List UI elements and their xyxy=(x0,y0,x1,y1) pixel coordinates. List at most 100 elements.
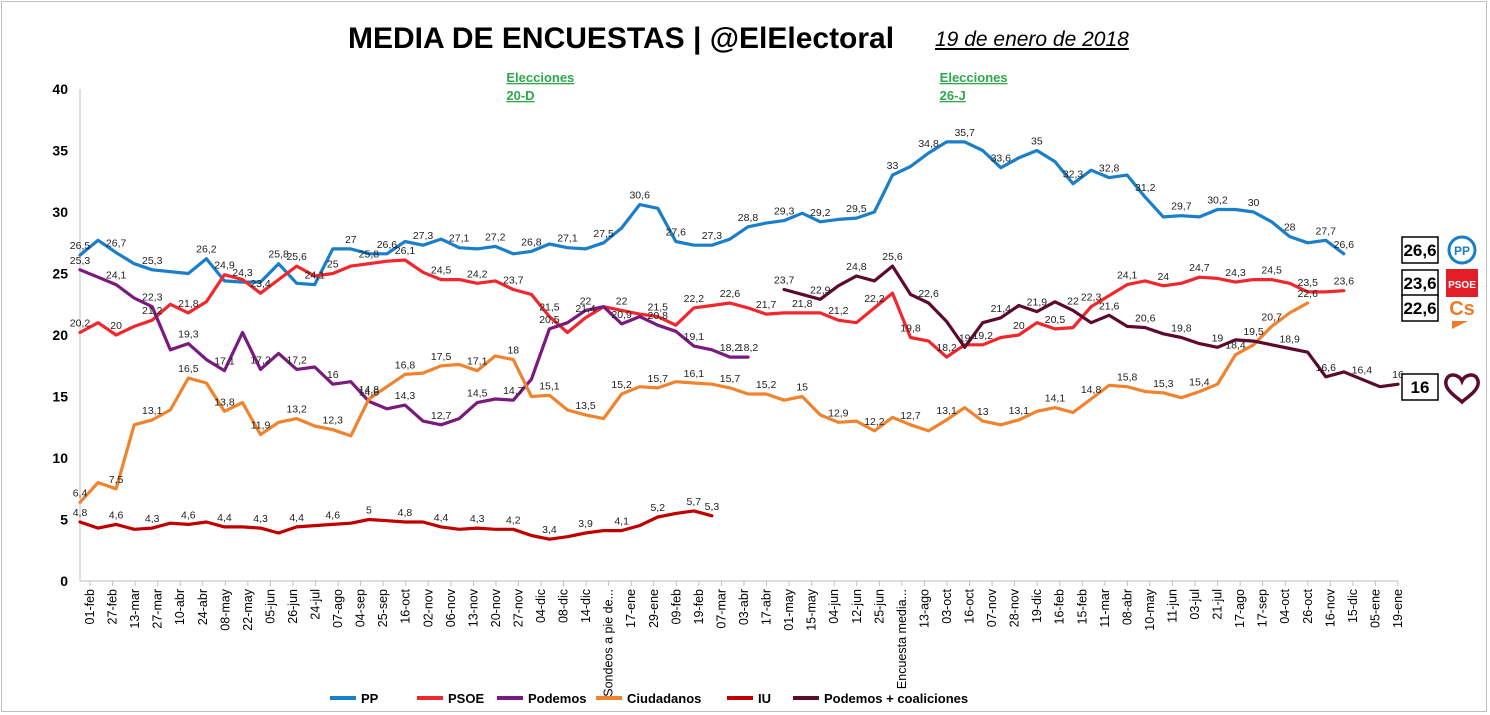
data-label: 18,4 xyxy=(1225,340,1246,352)
data-label: 22,2 xyxy=(864,293,885,305)
data-label: 24,1 xyxy=(1117,270,1138,282)
x-tick-label: 28-nov xyxy=(1008,588,1022,627)
x-tick-label: 08-dic xyxy=(557,589,571,623)
data-label: 5,2 xyxy=(650,502,665,514)
data-label: 27,3 xyxy=(702,230,723,242)
data-label: 25,6 xyxy=(882,251,903,263)
y-tick-label: 10 xyxy=(52,450,68,466)
data-label: 13,1 xyxy=(1009,405,1030,417)
legend-label: Podemos + coaliciones xyxy=(824,691,968,706)
x-tick-label: 11-jun xyxy=(1165,589,1179,623)
data-label: 22 xyxy=(616,295,628,307)
data-label: 23,7 xyxy=(774,274,795,286)
data-label: 19,8 xyxy=(1171,322,1192,334)
data-label: 25,8 xyxy=(268,249,289,261)
data-label: 22,2 xyxy=(684,293,705,305)
data-label: 25,6 xyxy=(286,251,307,263)
x-tick-label: 26-jun xyxy=(286,589,300,624)
x-tick-label: 13-nov xyxy=(466,588,480,627)
end-value-label: 26,6 xyxy=(1403,241,1436,260)
data-label: 7,5 xyxy=(109,474,124,486)
data-label: 11,9 xyxy=(251,420,271,432)
x-tick-label: 17-abr xyxy=(760,589,774,625)
data-label: 34,8 xyxy=(918,138,939,150)
data-label: 17,1 xyxy=(467,356,488,368)
data-label: 20 xyxy=(110,320,122,332)
data-label: 22 xyxy=(1067,295,1079,307)
data-label: 17,1 xyxy=(214,356,235,368)
data-label: 17,2 xyxy=(286,354,307,366)
data-label: 24,7 xyxy=(1189,262,1210,274)
psoe-logo-text: PSOE xyxy=(1448,280,1476,291)
data-label: 4,3 xyxy=(253,513,268,525)
data-label: 22,3 xyxy=(142,292,163,304)
data-label: 15 xyxy=(796,382,808,394)
x-tick-label: 01-may xyxy=(782,588,796,630)
data-label: 12,7 xyxy=(900,410,921,422)
data-label: 32,8 xyxy=(1099,163,1120,175)
data-label: 17,5 xyxy=(431,351,452,363)
pp-logo-text: PP xyxy=(1454,244,1470,258)
data-label: 4,4 xyxy=(217,512,232,524)
x-tick-label: 20-nov xyxy=(489,588,503,627)
data-label: 23,4 xyxy=(250,278,271,290)
x-tick-label: 17-ene xyxy=(624,589,638,628)
end-value-box xyxy=(1401,373,1439,401)
legend: PP PSOE Podemos Ciudadanos IU Podemos + coali… xyxy=(330,691,968,706)
x-tick-label: 05-ene xyxy=(1368,589,1382,628)
y-tick-label: 35 xyxy=(52,143,68,159)
data-label: 14,5 xyxy=(467,388,488,400)
data-label: 13,5 xyxy=(575,400,596,412)
y-tick-label: 30 xyxy=(52,204,68,220)
data-label: 26,6 xyxy=(1334,239,1355,251)
data-label: 33 xyxy=(887,160,899,172)
data-label: 27,3 xyxy=(413,230,434,242)
data-label: 4,1 xyxy=(614,516,629,528)
data-label: 14,8 xyxy=(359,384,380,396)
election-annotation: Elecciones xyxy=(940,70,1008,85)
data-label: 16 xyxy=(327,369,339,381)
y-tick-label: 25 xyxy=(52,266,68,282)
data-label: 30 xyxy=(1248,197,1260,209)
legend-label: IU xyxy=(758,691,771,706)
chart-date: 19 de enero de 2018 xyxy=(935,28,1129,51)
end-value-box xyxy=(1401,236,1439,264)
psoe-logo-icon xyxy=(1446,269,1478,297)
x-tick-label: 19-ene xyxy=(1391,589,1405,628)
x-tick-label: 11-mar xyxy=(1098,589,1112,628)
x-tick-label: 04-sep xyxy=(354,589,368,627)
data-label: 19 xyxy=(959,332,971,344)
x-tick-label: 27-nov xyxy=(511,588,525,627)
y-tick-label: 40 xyxy=(52,81,68,97)
data-label: 12,9 xyxy=(828,407,849,419)
end-value-box xyxy=(1401,294,1439,322)
data-label: 15,2 xyxy=(756,379,777,391)
data-label: 13 xyxy=(977,406,989,418)
data-label: 13,1 xyxy=(936,405,957,417)
y-tick-label: 15 xyxy=(52,389,68,405)
data-label: 35,7 xyxy=(954,127,975,139)
x-tick-label: 24-abr xyxy=(196,589,210,625)
heart-logo-icon xyxy=(1444,373,1480,405)
x-tick-label: 25-jun xyxy=(872,589,886,624)
data-label: 35 xyxy=(1031,136,1043,148)
data-label: 21,5 xyxy=(539,302,560,314)
x-tick-label: 25-sep xyxy=(376,589,390,627)
data-label: 16,5 xyxy=(178,363,199,375)
x-tick-label: 06-nov xyxy=(444,588,458,627)
series-line-psoe xyxy=(78,258,1346,359)
x-tick-label: 24-jul xyxy=(309,589,323,620)
pp-logo-icon xyxy=(1447,235,1477,265)
data-label: 23,5 xyxy=(1298,277,1319,289)
data-label: 26,2 xyxy=(196,244,217,256)
x-tick-label: 13-ago xyxy=(917,589,931,628)
data-label: 4,6 xyxy=(325,509,340,521)
data-label: 27,5 xyxy=(593,228,614,240)
chart-title: MEDIA DE ENCUESTAS | @ElElectoral xyxy=(348,22,895,55)
election-annotation: Elecciones xyxy=(506,70,574,85)
data-label: 16,8 xyxy=(395,359,416,371)
data-label: 20,5 xyxy=(1045,314,1066,326)
legend-label: PSOE xyxy=(448,691,484,706)
data-label: 12,2 xyxy=(864,416,885,428)
